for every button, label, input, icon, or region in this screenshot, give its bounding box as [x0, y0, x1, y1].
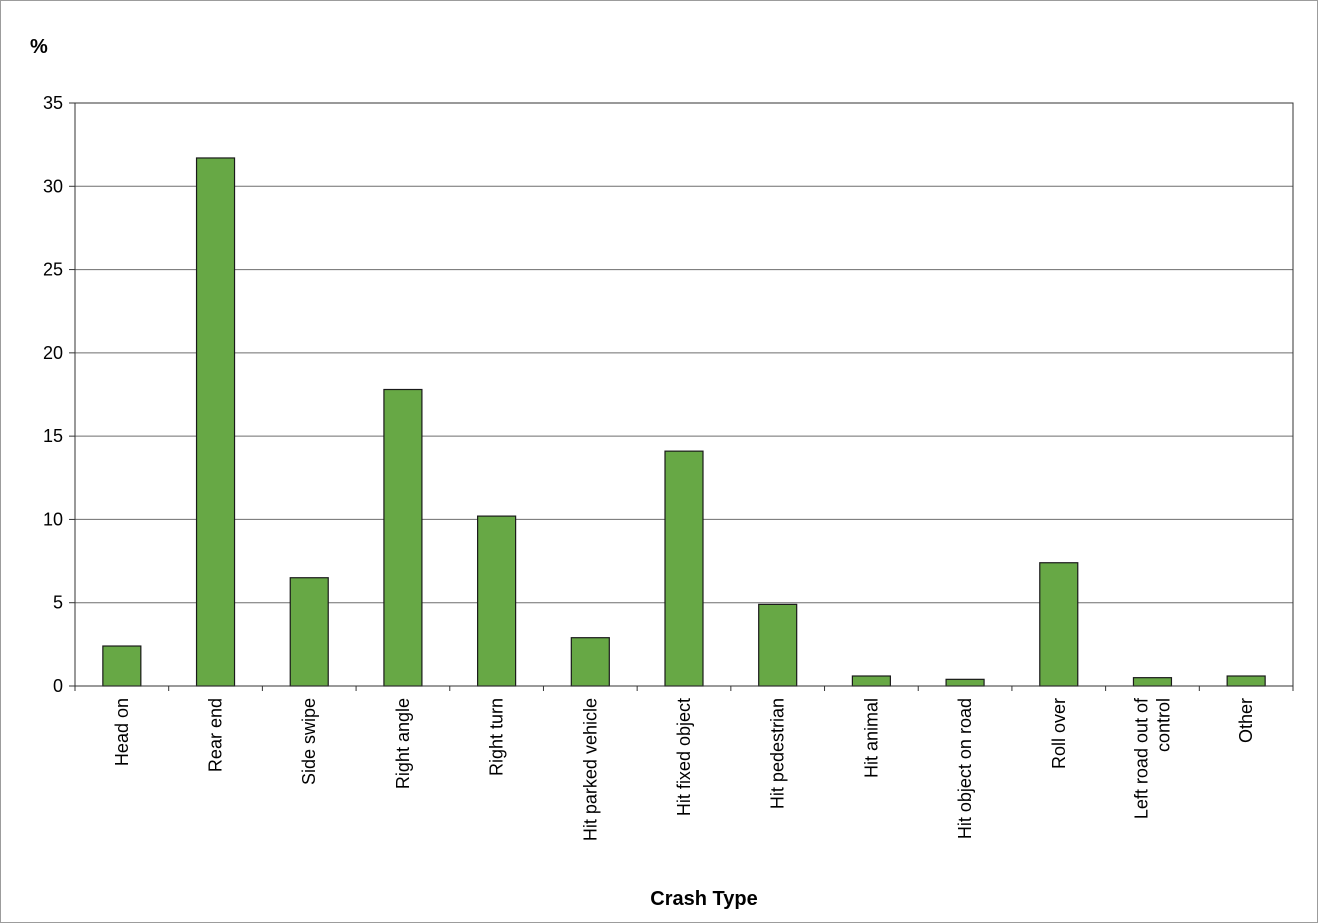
x-category-label-line: Rear end	[206, 698, 226, 772]
x-category-label-line: Side swipe	[299, 698, 319, 785]
x-category-labels: Head on Rear end Side swipe Right angle Righ…	[112, 697, 1256, 841]
x-category-label: Hit fixed object	[674, 698, 694, 816]
y-tick-label: 35	[43, 93, 63, 113]
x-category-label-line: Hit object on road	[955, 698, 975, 839]
x-category-label: Head on	[112, 698, 132, 766]
y-tick-label: 5	[53, 593, 63, 613]
x-category-label-line: Left road out of	[1131, 697, 1151, 819]
x-category-label-line: Hit pedestrian	[768, 698, 788, 809]
x-axis-title: Crash Type	[650, 888, 757, 910]
bar	[1132, 677, 1173, 687]
x-category-label-line: Right angle	[393, 698, 413, 789]
x-category-label: Right angle	[393, 698, 413, 789]
bar	[945, 678, 985, 687]
bars	[102, 157, 1266, 687]
x-category-label: Roll over	[1049, 698, 1069, 769]
x-category-label-line: Roll over	[1049, 698, 1069, 769]
x-category-label-line: control	[1153, 698, 1173, 752]
x-category-label: Left road out of control	[1131, 697, 1173, 819]
x-category-label-line: Hit parked vehicle	[580, 698, 600, 841]
x-category-label-line: Head on	[112, 698, 132, 766]
x-category-label-line: Hit fixed object	[674, 698, 694, 816]
y-tick-label: 10	[43, 509, 63, 529]
y-tick-label: 25	[43, 260, 63, 280]
bar	[664, 450, 704, 687]
bar	[477, 515, 517, 687]
x-category-label: Side swipe	[299, 698, 319, 785]
x-category-label-line: Right turn	[487, 698, 507, 776]
x-category-label: Right turn	[487, 698, 507, 776]
bar	[851, 675, 891, 687]
x-category-label: Hit animal	[861, 698, 881, 778]
plot-area-border	[74, 102, 1294, 687]
y-axis-title: %	[30, 36, 48, 58]
bar	[1226, 675, 1266, 687]
x-category-label: Hit pedestrian	[768, 698, 788, 809]
x-category-label: Hit object on road	[955, 698, 975, 839]
axes	[74, 102, 1294, 691]
y-tick-labels: 0 5 10 15 20 25 30 35	[43, 93, 63, 696]
bar	[102, 645, 142, 687]
x-category-label: Rear end	[206, 698, 226, 772]
bar	[289, 577, 329, 687]
bar	[1039, 562, 1079, 687]
x-category-label: Other	[1236, 698, 1256, 743]
bar	[195, 157, 236, 687]
y-tick-label: 0	[53, 676, 63, 696]
x-category-label-line: Other	[1236, 698, 1256, 743]
x-category-label-line: Hit animal	[861, 698, 881, 778]
x-category-label: Hit parked vehicle	[580, 698, 600, 841]
bar	[758, 603, 798, 687]
bar	[383, 388, 423, 687]
bar	[570, 637, 610, 687]
y-tick-label: 30	[43, 176, 63, 196]
y-tick-label: 15	[43, 426, 63, 446]
y-tick-label: 20	[43, 343, 63, 363]
